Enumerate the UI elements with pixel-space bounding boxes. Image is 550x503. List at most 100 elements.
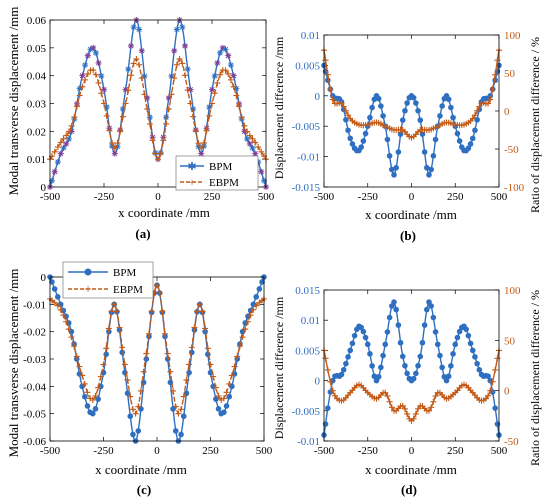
data-point-ebpm [187,100,194,107]
data-point-ebpm [119,344,126,351]
data-point-ebpm [194,308,201,315]
data-point-bpm [84,52,91,59]
data-point-difference [472,127,478,134]
data-point-bpm [81,393,88,400]
data-point-bpm [138,406,144,412]
data-point-ratio [382,389,389,396]
data-point-ebpm [184,87,191,94]
data-point-ratio [342,107,349,114]
data-point-difference [424,306,430,313]
data-point-difference [395,149,402,155]
data-point-ebpm [103,112,110,119]
data-point-bpm [190,105,197,112]
data-point-ratio [399,402,406,409]
data-point-ebpm [140,368,147,375]
data-point-bpm [130,431,136,438]
data-point-difference [384,329,391,335]
data-point-bpm [168,73,175,80]
y-tick-label-right: -100 [504,182,525,194]
data-point-ebpm [171,75,178,82]
data-point-difference [360,138,367,144]
data-point-difference [445,96,452,103]
data-point-bpm [183,390,190,397]
data-point-ebpm [202,325,209,332]
data-point-ebpm [255,144,262,151]
data-point-ratio [404,410,411,417]
data-point-ebpm [230,83,237,90]
data-point-ebpm [119,113,126,120]
data-point-ebpm [124,377,131,384]
data-point-ebpm [92,71,99,78]
data-point-difference [417,117,424,123]
data-point-ebpm [81,380,88,387]
data-point-bpm [219,44,226,51]
data-point-difference [410,94,417,101]
data-point-ratio [469,115,476,122]
data-point-ebpm [105,325,112,332]
data-point-ebpm [74,103,80,110]
x-tick-label: 250 [204,191,221,203]
data-point-bpm [198,150,205,157]
data-point-difference [375,95,382,102]
data-point-difference [362,130,369,137]
y-tick-label: -0.01 [297,436,320,448]
data-point-ratio [415,405,422,412]
panel-c-legend-box [62,261,154,299]
data-point-ebpm [114,140,121,147]
data-point-difference [360,328,367,335]
data-point-difference [472,354,478,360]
panel-c-xlabel: x coordinate /mm [95,462,187,477]
data-point-difference [476,366,483,373]
data-point-difference [421,322,428,328]
data-point-ebpm [250,306,257,313]
data-point-bpm [51,286,58,292]
y-tick-label: -0.05 [23,409,46,421]
data-point-ebpm [233,92,240,99]
data-point-bpm [258,168,265,175]
data-point-bpm [119,349,126,356]
panel-b-ylabel: Displacement difference /mm [272,36,286,179]
data-point-bpm [63,140,70,147]
data-point-difference [426,172,432,178]
data-point-difference [395,322,402,328]
y-tick-label: -0.01 [23,299,46,311]
data-point-ratio [432,393,439,400]
data-point-bpm [125,66,132,73]
panel-c-legend: BPM + EBPM [62,261,154,299]
data-point-ebpm [152,150,159,157]
x-tick-label: -500 [40,191,61,203]
y-tick-label: 0 [315,376,321,388]
x-tick-label: -250 [94,191,115,203]
y-tick-label-right: -50 [504,436,519,448]
data-point-ratio [327,378,334,385]
data-point-difference [463,326,469,333]
data-point-ebpm [186,361,193,368]
data-point-ebpm [129,406,136,413]
data-point-ebpm [101,100,107,107]
data-point-bpm [127,413,134,420]
data-point-difference [343,360,349,367]
data-point-ebpm [103,345,110,352]
data-point-ebpm [121,361,128,368]
data-point-ebpm [68,334,75,341]
data-point-difference [437,352,443,359]
data-point-difference [404,100,410,106]
data-point-ebpm [76,92,83,99]
data-point-ebpm [206,112,213,119]
y-tick-label: 0.04 [27,71,47,83]
x-tick-label: 500 [258,191,275,203]
data-point-bpm [246,140,253,147]
data-point-ratio [487,387,494,394]
data-point-ratio [401,405,408,412]
data-point-ebpm [154,282,160,289]
data-point-difference [452,341,459,348]
data-point-ebpm [159,308,166,315]
data-point-ebpm [82,76,89,83]
data-point-difference [448,363,454,369]
data-point-bpm [130,24,137,31]
panel-a-legend-box [175,155,259,191]
data-point-bpm [54,294,61,300]
data-point-ebpm [51,299,58,306]
data-point-bpm [213,396,219,402]
data-point-ebpm [125,87,132,94]
